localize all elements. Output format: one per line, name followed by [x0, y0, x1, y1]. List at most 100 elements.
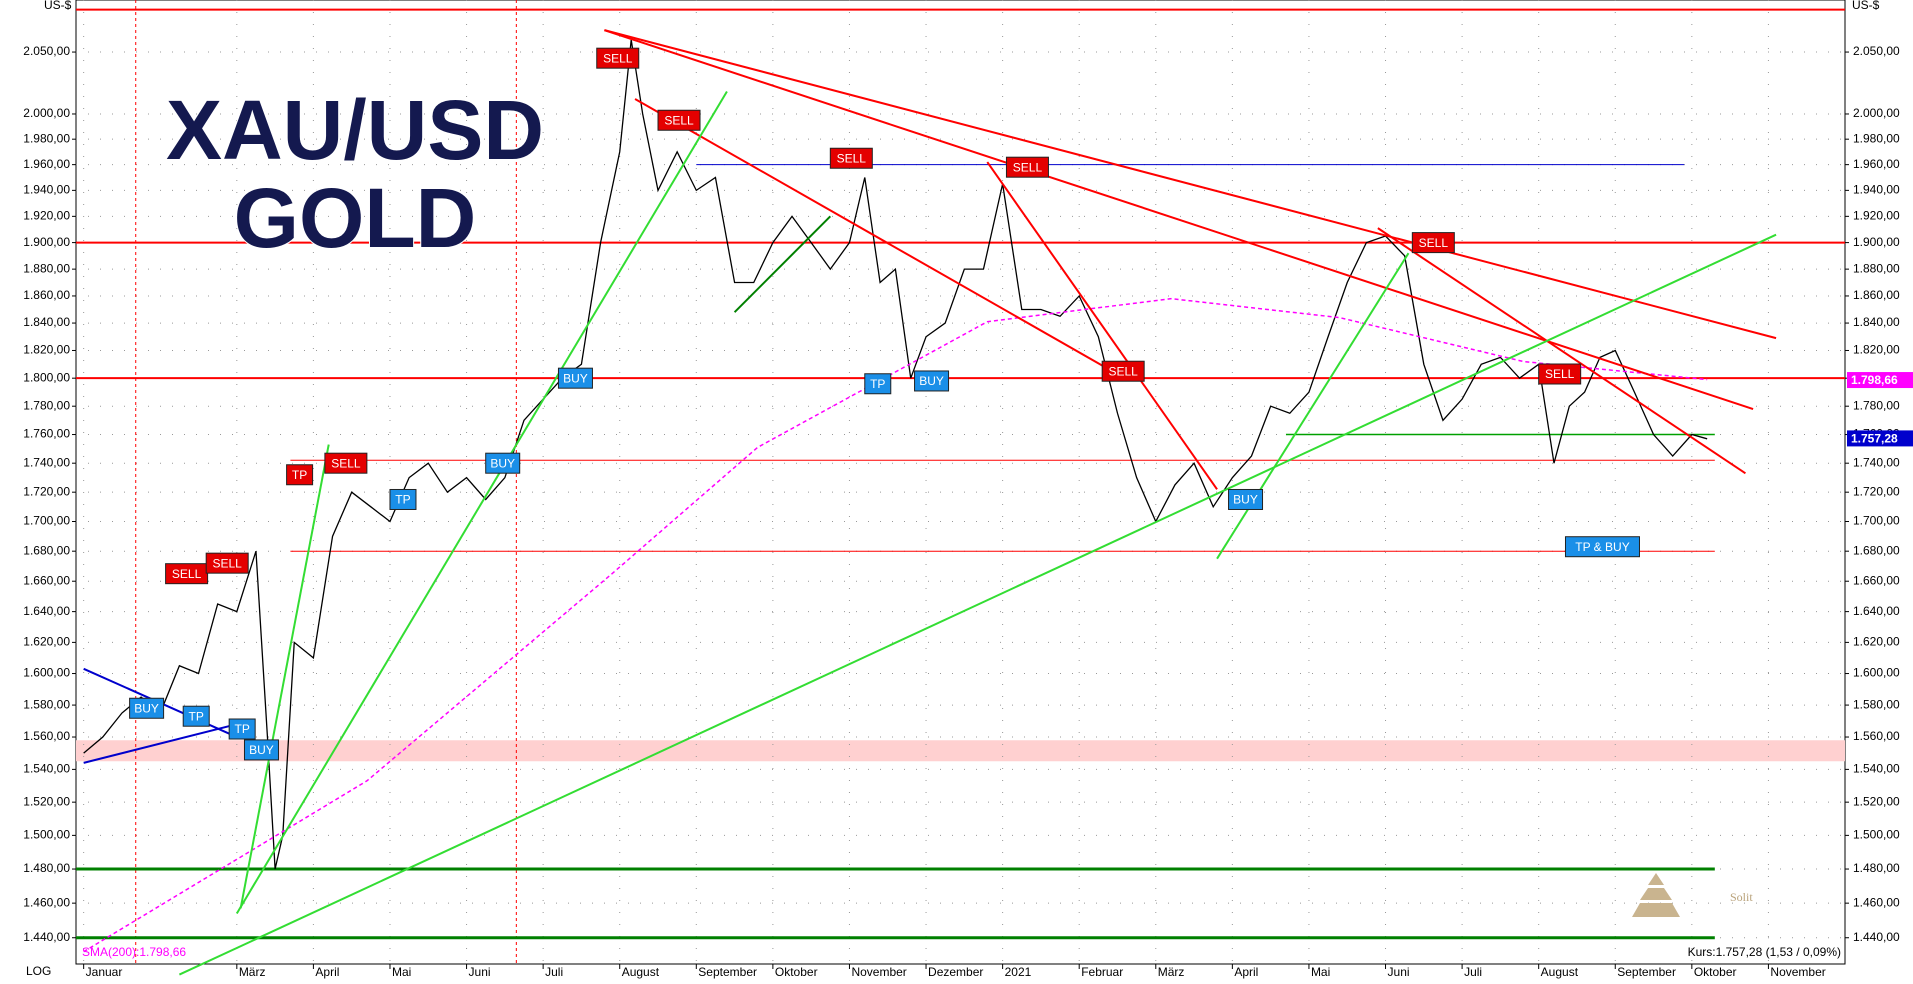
annotation: BUY — [557, 367, 593, 389]
y-tick-label: 1.800,00 — [23, 370, 70, 384]
x-tick-label: Januar — [86, 965, 123, 979]
annotation-box — [557, 367, 593, 389]
y-unit-right: US-$ — [1852, 0, 1880, 12]
annotation-box — [243, 739, 279, 761]
annotation-label: SELL — [1108, 364, 1138, 378]
y-tick-label: 1.500,00 — [1853, 828, 1900, 842]
price-badge — [1847, 372, 1913, 389]
trend-line — [178, 233, 1777, 976]
trend-line — [235, 90, 728, 914]
annotation: SELL — [205, 552, 249, 574]
annotation-label: SELL — [664, 113, 694, 127]
y-tick-label: 2.050,00 — [23, 44, 70, 58]
x-tick-label: Februar — [1081, 965, 1123, 979]
x-tick-label: März — [239, 965, 266, 979]
y-tick-label: 1.640,00 — [1853, 604, 1900, 618]
y-tick-label: 1.460,00 — [1853, 895, 1900, 909]
trend-line — [986, 161, 1218, 490]
annotation-box — [1411, 232, 1455, 254]
annotation-label: BUY — [490, 456, 515, 470]
y-tick-label: 1.920,00 — [23, 209, 70, 223]
x-tick-label: Mai — [392, 965, 411, 979]
annotation-label: SELL — [1013, 160, 1043, 174]
y-tick-label: 1.820,00 — [23, 343, 70, 357]
annotation-box — [1564, 536, 1640, 558]
annotation-box — [205, 552, 249, 574]
y-tick-label: 1.640,00 — [23, 604, 70, 618]
annotation: BUY — [485, 452, 521, 474]
x-tick-label: September — [698, 965, 757, 979]
annotation-label: TP — [234, 722, 249, 736]
annotation: BUY — [914, 370, 950, 392]
x-tick-label: April — [315, 965, 339, 979]
annotation: SELL — [657, 109, 701, 131]
sma-line — [83, 297, 1708, 953]
annotation: TP — [286, 464, 314, 486]
annotation-label: SELL — [1545, 367, 1575, 381]
y-tick-label: 1.740,00 — [23, 455, 70, 469]
annotation-label: TP — [189, 709, 204, 723]
trend-line — [239, 444, 330, 909]
annotation: BUY — [1228, 488, 1264, 510]
x-tick-label: 2021 — [1005, 965, 1032, 979]
chart-title: GOLD — [234, 171, 477, 265]
scale-label: LOG — [26, 964, 51, 978]
trend-line — [604, 29, 1777, 340]
annotation-box — [182, 705, 210, 727]
price-line — [83, 39, 1708, 870]
annotation-label: SELL — [213, 556, 243, 570]
y-tick-label: 1.780,00 — [23, 398, 70, 412]
y-tick-label: 1.660,00 — [23, 573, 70, 587]
sma-label: SMA(200):1.798,66 — [82, 945, 186, 959]
annotation-box — [228, 718, 256, 740]
annotation: SELL — [1411, 232, 1455, 254]
y-tick-label: 1.860,00 — [23, 288, 70, 302]
y-tick-label: 1.960,00 — [23, 157, 70, 171]
y-tick-label: 1.860,00 — [1853, 288, 1900, 302]
x-tick-label: September — [1617, 965, 1676, 979]
annotation-label: BUY — [919, 374, 944, 388]
x-tick-label: Juli — [1464, 965, 1482, 979]
annotation: TP — [864, 373, 892, 395]
x-tick-label: Mai — [1311, 965, 1330, 979]
y-tick-label: 1.840,00 — [1853, 315, 1900, 329]
logo-mark — [1632, 873, 1680, 917]
y-tick-label: 1.660,00 — [1853, 573, 1900, 587]
annotation-box — [389, 488, 417, 510]
x-tick-label: November — [1770, 965, 1825, 979]
y-tick-label: 1.580,00 — [1853, 697, 1900, 711]
y-tick-label: 1.880,00 — [23, 261, 70, 275]
annotation-label: SELL — [1419, 236, 1449, 250]
y-tick-label: 2.000,00 — [23, 106, 70, 120]
y-tick-label: 1.520,00 — [1853, 794, 1900, 808]
y-tick-label: 1.680,00 — [1853, 543, 1900, 557]
annotation-label: TP — [292, 468, 307, 482]
annotation: TP — [182, 705, 210, 727]
annotation: BUY — [129, 697, 165, 719]
x-tick-label: Oktober — [1694, 965, 1737, 979]
annotation-box — [129, 697, 165, 719]
y-tick-label: 1.820,00 — [1853, 343, 1900, 357]
y-tick-label: 1.580,00 — [23, 697, 70, 711]
annotation-label: TP & BUY — [1575, 540, 1629, 554]
plot-area — [75, 0, 1846, 965]
y-tick-label: 1.720,00 — [1853, 484, 1900, 498]
annotation-box — [1538, 363, 1582, 385]
x-tick-label: Juni — [469, 965, 491, 979]
annotation-box — [1005, 156, 1049, 178]
annotation: SELL — [1101, 360, 1145, 382]
y-tick-label: 1.560,00 — [1853, 729, 1900, 743]
annotation-label: BUY — [1233, 493, 1258, 507]
annotation-label: BUY — [249, 743, 274, 757]
annotation: SELL — [596, 47, 640, 69]
chart-title: XAU/USD — [166, 83, 544, 177]
y-tick-label: 2.000,00 — [1853, 106, 1900, 120]
y-tick-label: 1.500,00 — [23, 828, 70, 842]
y-tick-label: 1.920,00 — [1853, 209, 1900, 223]
annotation-box — [165, 563, 209, 585]
x-tick-label: August — [1541, 965, 1579, 979]
annotation-box — [829, 147, 873, 169]
y-tick-label: 1.680,00 — [23, 543, 70, 557]
y-tick-label: 1.460,00 — [23, 895, 70, 909]
